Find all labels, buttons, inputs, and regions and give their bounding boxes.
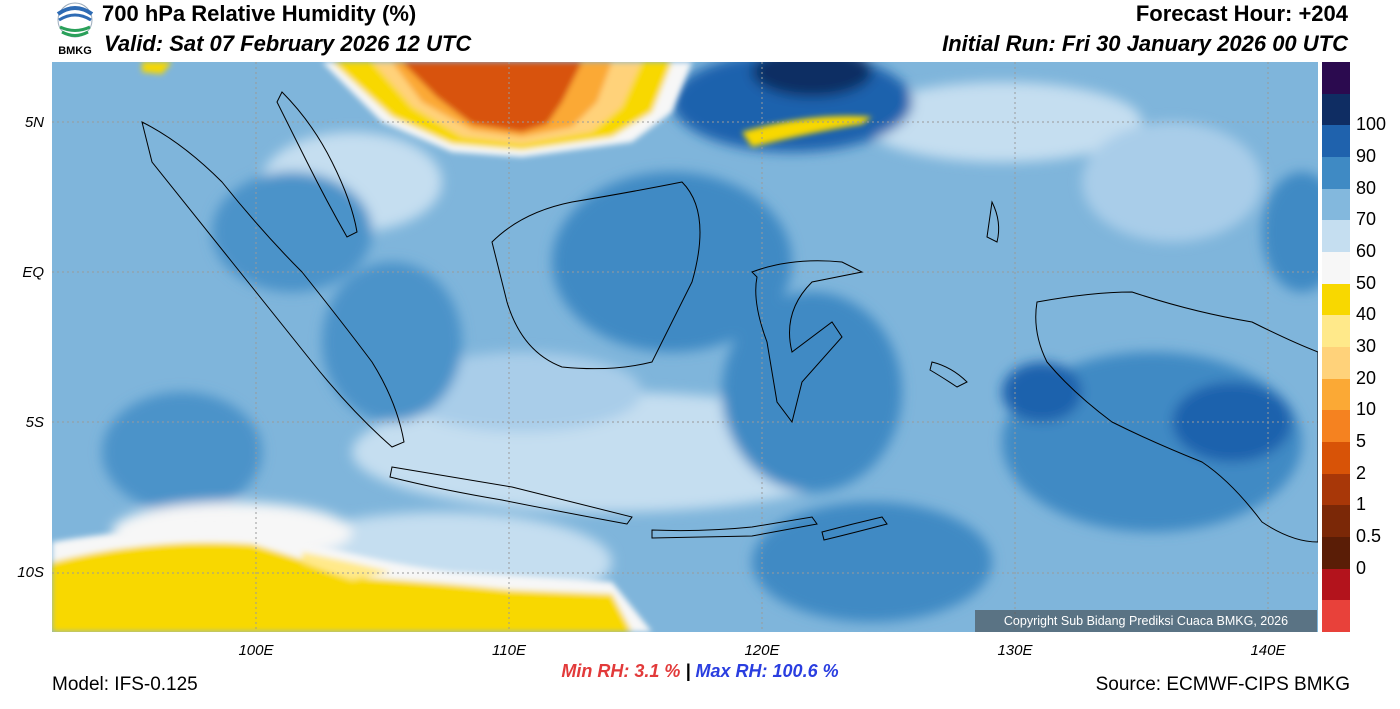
colorbar-segment bbox=[1322, 505, 1350, 538]
colorbar-segment bbox=[1322, 125, 1350, 158]
colorbar-segment bbox=[1322, 252, 1350, 285]
valid-time: Valid: Sat 07 February 2026 12 UTC bbox=[104, 31, 472, 56]
colorbar-label: 60 bbox=[1356, 241, 1377, 261]
colorbar-label: 1 bbox=[1356, 494, 1367, 515]
colorbar bbox=[1322, 62, 1350, 633]
lon-label-100e: 100E bbox=[238, 642, 274, 659]
colorbar-label: 80 bbox=[1356, 177, 1377, 198]
model-label: Model: IFS-0.125 bbox=[52, 674, 198, 695]
lat-label-5n: 5N bbox=[24, 114, 44, 131]
colorbar-segment bbox=[1322, 600, 1350, 633]
lon-label-140e: 140E bbox=[1250, 642, 1286, 659]
colorbar-label: 70 bbox=[1356, 209, 1377, 230]
humidity-map bbox=[52, 62, 1318, 632]
colorbar-segment bbox=[1322, 62, 1350, 95]
lon-label-130e: 130E bbox=[997, 642, 1033, 659]
lat-label-5s: 5S bbox=[25, 414, 44, 431]
colorbar-segment bbox=[1322, 283, 1350, 316]
colorbar-label: 20 bbox=[1356, 367, 1377, 388]
colorbar-label: 100 bbox=[1356, 114, 1387, 135]
logo-text: BMKG bbox=[58, 45, 92, 57]
copyright-notice: Copyright Sub Bidang Prediksi Cuaca BMKG… bbox=[975, 610, 1317, 632]
colorbar-label: 0 bbox=[1356, 557, 1367, 578]
colorbar-segment bbox=[1322, 315, 1350, 348]
colorbar-segment bbox=[1322, 537, 1350, 570]
colorbar-segment bbox=[1322, 568, 1350, 601]
stats-separator: | bbox=[685, 661, 691, 681]
colorbar-label: 2 bbox=[1356, 462, 1367, 483]
colorbar-segment bbox=[1322, 347, 1350, 380]
colorbar-segment bbox=[1322, 410, 1350, 443]
rh-stats: Min RH: 3.1 % | Max RH: 100.6 % bbox=[0, 661, 1400, 682]
lat-label-eq: EQ bbox=[22, 264, 44, 281]
min-rh-label: Min RH: bbox=[561, 661, 630, 681]
source-label: Source: ECMWF-CIPS BMKG bbox=[1095, 674, 1350, 695]
colorbar-segment bbox=[1322, 473, 1350, 506]
lon-label-110e: 110E bbox=[492, 642, 526, 659]
colorbar-segment bbox=[1322, 157, 1350, 190]
max-rh-label: Max RH: bbox=[695, 661, 768, 681]
map-title: 700 hPa Relative Humidity (%) bbox=[102, 1, 417, 26]
bmkg-logo: BMKG bbox=[50, 0, 100, 60]
max-rh-value: 100.6 % bbox=[772, 661, 839, 681]
colorbar-segment bbox=[1322, 93, 1350, 126]
initial-run: Initial Run: Fri 30 January 2026 00 UTC bbox=[942, 31, 1348, 56]
lat-label-10s: 10S bbox=[17, 564, 44, 581]
colorbar-segment bbox=[1322, 220, 1350, 253]
colorbar-segment bbox=[1322, 188, 1350, 221]
colorbar-segment bbox=[1322, 442, 1350, 475]
colorbar-label: 0.5 bbox=[1356, 526, 1382, 546]
lon-label-120e: 120E bbox=[744, 642, 780, 659]
min-rh-value: 3.1 % bbox=[634, 661, 681, 681]
colorbar-label: 10 bbox=[1356, 399, 1377, 420]
forecast-hour: Forecast Hour: +204 bbox=[1135, 1, 1348, 26]
bmkg-logo-icon bbox=[56, 2, 94, 38]
colorbar-segment bbox=[1322, 378, 1350, 411]
colorbar-label: 30 bbox=[1356, 336, 1377, 356]
colorbar-label: 40 bbox=[1356, 304, 1377, 325]
colorbar-label: 90 bbox=[1356, 146, 1377, 166]
colorbar-label: 5 bbox=[1356, 431, 1367, 451]
colorbar-label: 50 bbox=[1356, 272, 1377, 293]
